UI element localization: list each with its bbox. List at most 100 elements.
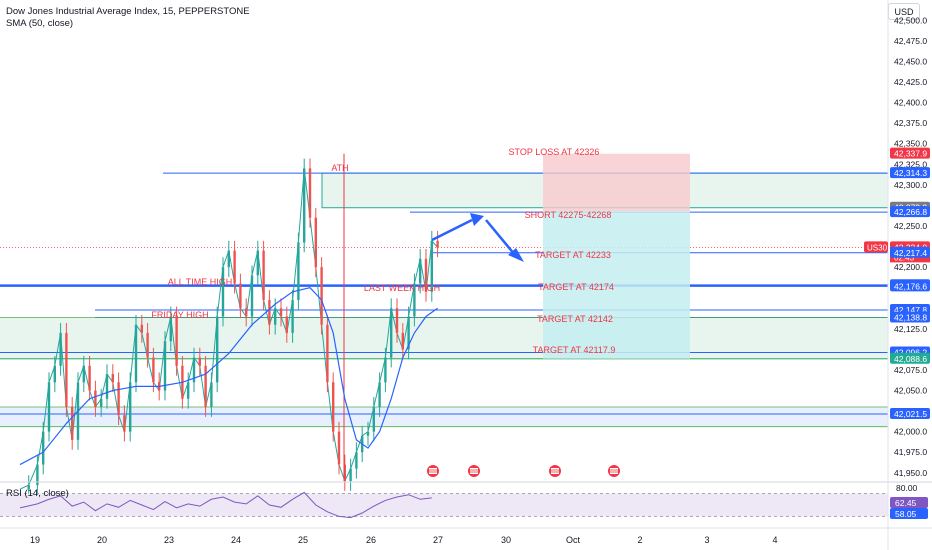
trade-tool xyxy=(543,153,690,359)
x-tick-label: 20 xyxy=(97,535,107,545)
annotation-label: ALL TIME HIGH xyxy=(168,277,233,287)
rsi-value-label xyxy=(890,497,928,508)
rsi-band xyxy=(0,493,888,517)
candle-body xyxy=(436,240,439,248)
annotation-label: TARGET AT 42233 xyxy=(535,250,611,260)
target-zone xyxy=(543,211,690,359)
symbol-label xyxy=(864,241,888,253)
candle-body xyxy=(123,415,126,432)
symbol-text: US30 xyxy=(867,243,888,252)
price-label-text: 42,314.3 xyxy=(894,168,927,178)
candle-body xyxy=(326,324,329,383)
rsi-value-text: 62.45 xyxy=(895,498,917,508)
y-tick-label: 42,375.0 xyxy=(894,118,927,128)
arrow-up xyxy=(431,218,473,242)
candle-body xyxy=(401,332,404,350)
candle-body xyxy=(233,250,236,284)
x-tick-label: 30 xyxy=(501,535,511,545)
price-label xyxy=(890,206,930,218)
price-label xyxy=(890,167,930,179)
candle-body xyxy=(349,468,352,481)
x-tick-label: 24 xyxy=(231,535,241,545)
y-tick-label: 42,400.0 xyxy=(894,98,927,108)
candle-body xyxy=(117,382,120,416)
price-label-text: 42,021.5 xyxy=(894,409,927,419)
candle-body xyxy=(82,365,85,383)
x-tick-label: 26 xyxy=(366,535,376,545)
candle-body xyxy=(314,217,317,268)
candle-body xyxy=(47,382,51,432)
rsi-line xyxy=(19,491,432,519)
candle-body xyxy=(129,382,132,432)
y-tick-label: 42,475.0 xyxy=(894,36,927,46)
annotation-label: LAST WEEK HIGH xyxy=(364,283,440,293)
candle-body xyxy=(192,357,196,383)
candle-body xyxy=(42,431,45,465)
candle-body xyxy=(390,308,393,358)
annotation-label: TARGET AT 42174 xyxy=(538,282,614,292)
candle-body xyxy=(105,374,109,399)
candle-body xyxy=(27,485,30,490)
price-label xyxy=(890,147,930,159)
candle-body xyxy=(297,242,300,301)
price-series xyxy=(19,153,439,500)
candle-body xyxy=(332,382,335,432)
price-label-text: 42,217.4 xyxy=(894,248,927,258)
candle-body xyxy=(337,431,341,465)
zone-support xyxy=(0,406,888,427)
candle-body xyxy=(245,308,248,317)
candle-body xyxy=(250,275,254,317)
candle-body xyxy=(424,258,428,292)
annotation-label: SHORT 42275-42268 xyxy=(525,210,612,220)
candle-body xyxy=(65,332,68,407)
y-tick-label: 42,000.0 xyxy=(894,427,927,437)
candle-body xyxy=(239,283,242,309)
candle-body xyxy=(407,316,410,350)
price-label-text: 42,337.9 xyxy=(894,149,927,159)
candle-body xyxy=(413,283,416,317)
annotation-label: TARGET AT 42142 xyxy=(537,314,613,324)
y-tick-label: 41,975.0 xyxy=(894,447,927,457)
price-label-text: 42,088.6 xyxy=(894,354,927,364)
rsi-legend: RSI (14, close) xyxy=(6,488,69,499)
candle-body xyxy=(204,365,207,407)
zone-layer xyxy=(0,172,889,427)
candle-body xyxy=(355,452,358,469)
price-label xyxy=(890,311,930,323)
price-label xyxy=(890,352,930,364)
candle-body xyxy=(134,324,138,383)
candle-body xyxy=(100,398,103,407)
y-tick-label: 42,075.0 xyxy=(894,365,927,375)
candle-body xyxy=(279,308,283,317)
candle-body xyxy=(308,168,312,218)
arrow-head xyxy=(508,248,524,262)
candle-body xyxy=(146,332,149,358)
candle-body xyxy=(175,316,178,366)
rsi-pane: RSI (14, close) xyxy=(0,481,932,519)
candle-body xyxy=(71,406,74,440)
candle-body xyxy=(419,258,422,284)
us-flag-icon xyxy=(468,465,480,477)
flag-body xyxy=(470,468,478,474)
candle-body xyxy=(88,365,91,391)
candle-body xyxy=(303,168,306,243)
candle-body xyxy=(291,300,294,333)
level-lines xyxy=(0,172,888,428)
y-tick-label: 42,125.0 xyxy=(894,324,927,334)
arrow-head xyxy=(470,213,484,226)
rsi-value-label xyxy=(890,508,928,519)
candle-body xyxy=(343,464,346,481)
indicator-legend[interactable]: SMA (50, close) xyxy=(6,18,74,29)
candle-body xyxy=(187,382,190,399)
candle-body xyxy=(262,250,265,301)
candle-body xyxy=(152,357,155,383)
price-label xyxy=(890,246,930,258)
candle-body xyxy=(378,382,381,407)
candle-body xyxy=(53,365,56,383)
y-tick-label: 42,250.0 xyxy=(894,221,927,231)
flag-body xyxy=(551,468,559,474)
candle-body xyxy=(111,374,114,383)
stop-loss-zone xyxy=(543,153,690,212)
